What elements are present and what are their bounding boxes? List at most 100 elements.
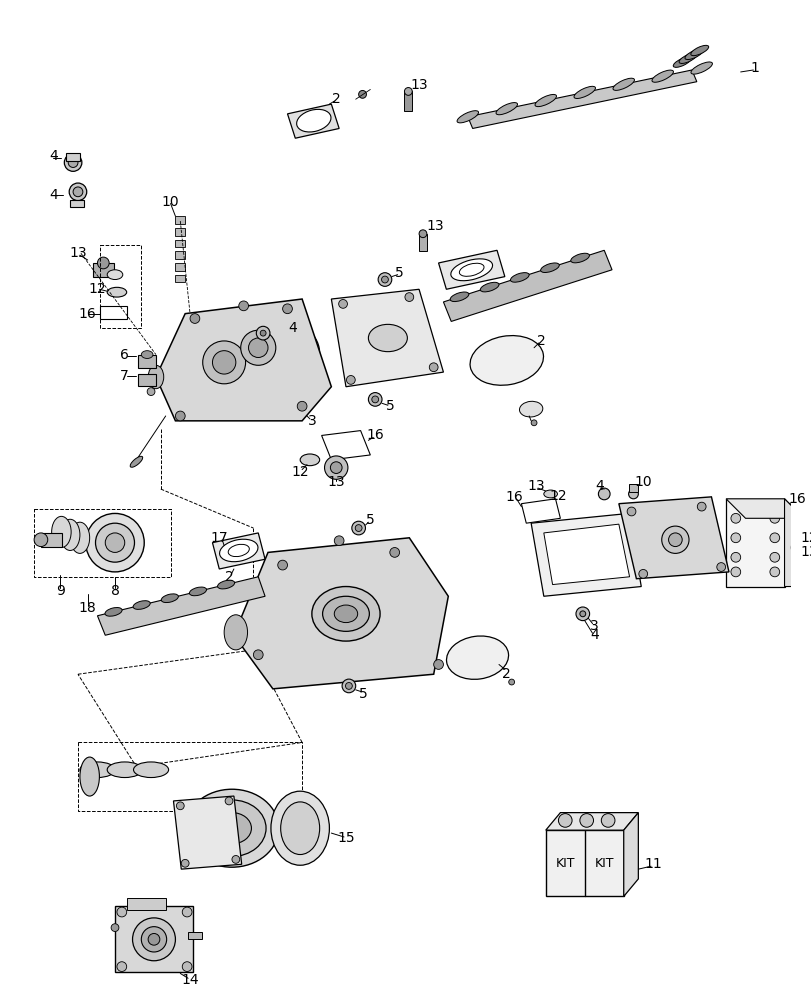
Ellipse shape bbox=[60, 519, 79, 550]
Circle shape bbox=[769, 567, 779, 577]
Text: 13: 13 bbox=[427, 219, 444, 233]
Ellipse shape bbox=[105, 608, 122, 616]
Circle shape bbox=[794, 544, 802, 551]
Ellipse shape bbox=[573, 86, 594, 98]
Circle shape bbox=[628, 489, 637, 499]
Text: 13: 13 bbox=[799, 545, 811, 559]
Polygon shape bbox=[321, 431, 370, 460]
Text: 13: 13 bbox=[410, 78, 427, 92]
Ellipse shape bbox=[678, 53, 696, 63]
Ellipse shape bbox=[651, 70, 672, 82]
Circle shape bbox=[105, 533, 125, 552]
Ellipse shape bbox=[79, 762, 115, 778]
Circle shape bbox=[238, 301, 248, 311]
Bar bbox=[175, 228, 185, 236]
Circle shape bbox=[117, 907, 127, 917]
Text: 2: 2 bbox=[225, 570, 233, 584]
Text: 17: 17 bbox=[210, 531, 228, 545]
Circle shape bbox=[769, 552, 779, 562]
Ellipse shape bbox=[238, 326, 307, 375]
Text: 1: 1 bbox=[750, 61, 759, 75]
Text: 5: 5 bbox=[385, 399, 393, 413]
Bar bbox=[725, 499, 783, 587]
Circle shape bbox=[429, 363, 437, 372]
Circle shape bbox=[730, 552, 740, 562]
Circle shape bbox=[558, 814, 572, 827]
Bar bbox=[127, 898, 165, 910]
Ellipse shape bbox=[228, 544, 249, 557]
Ellipse shape bbox=[457, 111, 478, 123]
Text: 3: 3 bbox=[590, 619, 599, 633]
Text: 11: 11 bbox=[643, 857, 661, 871]
Ellipse shape bbox=[130, 456, 143, 467]
Ellipse shape bbox=[70, 522, 89, 553]
Ellipse shape bbox=[296, 109, 331, 132]
Bar bbox=[138, 355, 156, 368]
Polygon shape bbox=[618, 497, 728, 579]
Bar bbox=[175, 275, 185, 282]
Text: 4: 4 bbox=[49, 188, 58, 202]
Circle shape bbox=[68, 158, 78, 167]
Circle shape bbox=[769, 513, 779, 523]
Text: 9: 9 bbox=[56, 584, 65, 598]
Ellipse shape bbox=[684, 49, 702, 60]
Text: KIT: KIT bbox=[594, 857, 613, 870]
Circle shape bbox=[638, 569, 647, 578]
Circle shape bbox=[148, 933, 160, 945]
Circle shape bbox=[716, 563, 725, 571]
Polygon shape bbox=[97, 577, 264, 635]
Text: 6: 6 bbox=[120, 348, 129, 362]
Polygon shape bbox=[438, 250, 504, 289]
Circle shape bbox=[697, 502, 706, 511]
Circle shape bbox=[626, 507, 635, 516]
Circle shape bbox=[575, 607, 589, 621]
Ellipse shape bbox=[133, 601, 150, 609]
Polygon shape bbox=[530, 513, 641, 596]
Circle shape bbox=[351, 521, 365, 535]
Polygon shape bbox=[156, 299, 331, 421]
Text: 16: 16 bbox=[787, 492, 805, 506]
Circle shape bbox=[601, 814, 614, 827]
Bar bbox=[404, 91, 412, 111]
Text: 4: 4 bbox=[288, 321, 296, 335]
Ellipse shape bbox=[107, 287, 127, 297]
Ellipse shape bbox=[281, 802, 320, 855]
Ellipse shape bbox=[322, 596, 369, 631]
Circle shape bbox=[579, 611, 585, 617]
Ellipse shape bbox=[510, 273, 529, 282]
Text: 13: 13 bbox=[327, 475, 345, 489]
Text: 10: 10 bbox=[161, 195, 179, 209]
Circle shape bbox=[530, 420, 536, 426]
Text: 16: 16 bbox=[366, 428, 384, 442]
Text: 4: 4 bbox=[594, 479, 603, 493]
Ellipse shape bbox=[107, 270, 122, 280]
Circle shape bbox=[405, 293, 413, 301]
Ellipse shape bbox=[334, 605, 357, 623]
Bar bbox=[175, 216, 185, 224]
Ellipse shape bbox=[459, 263, 483, 276]
Circle shape bbox=[378, 273, 391, 286]
Circle shape bbox=[368, 393, 381, 406]
Circle shape bbox=[96, 523, 135, 562]
Polygon shape bbox=[467, 70, 696, 128]
Circle shape bbox=[64, 154, 82, 171]
Circle shape bbox=[203, 341, 245, 384]
Polygon shape bbox=[623, 813, 637, 896]
Polygon shape bbox=[521, 499, 560, 523]
Text: 4: 4 bbox=[590, 628, 599, 642]
Text: 8: 8 bbox=[110, 584, 119, 598]
Circle shape bbox=[371, 396, 378, 403]
Circle shape bbox=[97, 257, 109, 269]
Polygon shape bbox=[545, 813, 637, 830]
Circle shape bbox=[358, 90, 366, 98]
Circle shape bbox=[260, 330, 266, 336]
Ellipse shape bbox=[540, 263, 559, 273]
Text: 12: 12 bbox=[799, 531, 811, 545]
Ellipse shape bbox=[449, 292, 468, 302]
Circle shape bbox=[730, 533, 740, 543]
Text: 10: 10 bbox=[633, 475, 651, 489]
Circle shape bbox=[282, 304, 292, 314]
Circle shape bbox=[346, 376, 354, 384]
Bar bbox=[175, 251, 185, 259]
Circle shape bbox=[181, 859, 189, 867]
